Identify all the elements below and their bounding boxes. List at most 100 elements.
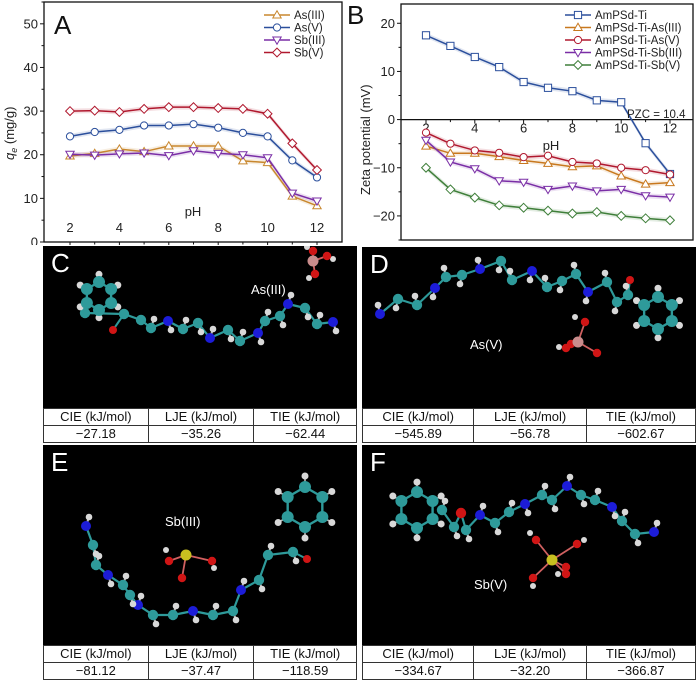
panel-letter-e: E bbox=[51, 447, 69, 477]
data-point bbox=[65, 132, 75, 141]
data-point bbox=[421, 128, 431, 137]
y-tick-label: 20 bbox=[24, 147, 38, 162]
hydrogen-atom bbox=[572, 314, 578, 320]
data-point bbox=[542, 185, 554, 195]
data-point bbox=[567, 208, 578, 219]
carbon-atom bbox=[411, 522, 423, 534]
hydrogen-atom bbox=[209, 325, 217, 333]
table-value-row: −27.18 −35.26 −62.44 bbox=[43, 425, 357, 443]
data-point bbox=[114, 150, 125, 160]
table-value-row: −81.12 −37.47 −118.59 bbox=[43, 662, 357, 680]
nitrogen-atom bbox=[236, 585, 246, 595]
hydrogen-atom bbox=[582, 297, 590, 305]
hydrogen-atom bbox=[530, 583, 536, 589]
legend-label: Sb(V) bbox=[294, 48, 324, 60]
data-point bbox=[420, 162, 432, 173]
carbon-atom bbox=[118, 308, 130, 320]
hydrogen-atom bbox=[129, 600, 137, 608]
data-point bbox=[287, 138, 298, 149]
carbon-atom bbox=[124, 589, 136, 601]
data-point bbox=[592, 159, 601, 168]
carbon-atom bbox=[622, 289, 634, 301]
nitrogen-atom bbox=[520, 499, 530, 509]
nitrogen-atom bbox=[188, 606, 198, 616]
hydrogen-atom bbox=[330, 256, 336, 262]
hydrogen-atom bbox=[556, 286, 564, 294]
hydrogen-atom bbox=[581, 537, 587, 543]
legend-label: AmPSd-Ti-Sb(V) bbox=[595, 60, 680, 72]
benzene-ring bbox=[274, 472, 336, 542]
value-tie: −602.67 bbox=[585, 425, 697, 443]
ion-label-sb3: Sb(III) bbox=[165, 514, 201, 529]
data-point bbox=[237, 155, 248, 165]
data-point bbox=[495, 148, 504, 157]
energy-table-e: CIE (kJ/mol) LJE (kJ/mol) TIE (kJ/mol) −… bbox=[43, 645, 357, 680]
data-point bbox=[64, 105, 76, 117]
hydrogen-atom bbox=[192, 616, 200, 624]
value-lje: −56.78 bbox=[473, 425, 587, 443]
data-point bbox=[591, 206, 602, 218]
oxygen-atom bbox=[164, 556, 174, 566]
molecule bbox=[436, 473, 661, 547]
hydrogen-atom bbox=[611, 512, 619, 520]
hydrogen-atom bbox=[527, 530, 533, 536]
hydrogen-atom bbox=[292, 557, 300, 565]
data-point bbox=[237, 151, 248, 160]
value-lje: −37.47 bbox=[147, 662, 255, 680]
nitrogen-atom bbox=[205, 333, 215, 343]
legend-item: As(III) bbox=[264, 9, 325, 22]
data-point bbox=[518, 202, 529, 213]
carbon-atom bbox=[503, 506, 515, 518]
oxyanion bbox=[304, 246, 336, 281]
panel-letter-a: A bbox=[54, 10, 72, 40]
data-point bbox=[543, 151, 553, 160]
data-point bbox=[469, 192, 480, 203]
hydrogen-atom bbox=[301, 472, 309, 480]
hydrogen-atom bbox=[306, 275, 312, 281]
energy-table-f: CIE (kJ/mol) LJE (kJ/mol) TIE (kJ/mol) −… bbox=[361, 645, 697, 680]
hydrogen-atom bbox=[163, 547, 169, 553]
antimony-atom bbox=[546, 554, 558, 566]
carbon-atom bbox=[395, 513, 408, 525]
hydrogen-atom bbox=[95, 314, 103, 322]
carbon-atom bbox=[460, 524, 472, 536]
data-point bbox=[469, 165, 480, 174]
header-tie: TIE (kJ/mol) bbox=[253, 408, 357, 426]
legend-item: As(V) bbox=[264, 23, 323, 35]
oxygen-atom bbox=[207, 556, 217, 566]
table-header-row: CIE (kJ/mol) LJE (kJ/mol) TIE (kJ/mol) bbox=[361, 408, 697, 426]
hydrogen-atom bbox=[437, 492, 445, 500]
molecule bbox=[79, 291, 340, 347]
hydrogen-atom bbox=[227, 335, 235, 343]
nitrogen-atom bbox=[375, 309, 385, 319]
y-tick-label: 10 bbox=[381, 64, 395, 79]
carbon-atom bbox=[556, 275, 568, 287]
series-sb-iii- bbox=[64, 147, 323, 207]
x-axis-title: pH bbox=[543, 138, 560, 153]
y-tick-label: 50 bbox=[24, 16, 38, 31]
legend-item: AmPSd-Ti-As(III) bbox=[565, 22, 682, 35]
carbon-atom bbox=[536, 489, 548, 501]
oxyanion bbox=[556, 314, 602, 358]
carbon-atom bbox=[177, 323, 189, 335]
x-tick-label: 12 bbox=[663, 121, 677, 136]
carbon-atom bbox=[616, 515, 628, 527]
hydrogen-atom bbox=[328, 519, 336, 526]
hydrogen-atom bbox=[508, 499, 516, 507]
legend-marker bbox=[271, 36, 283, 46]
legend-marker bbox=[573, 10, 583, 20]
data-point bbox=[664, 193, 676, 203]
series-sb-v- bbox=[64, 102, 323, 176]
hydrogen-atom bbox=[456, 280, 464, 288]
data-point bbox=[214, 123, 223, 132]
header-cie: CIE (kJ/mol) bbox=[361, 408, 475, 426]
legend-item: Sb(III) bbox=[264, 35, 325, 47]
nitrogen-atom bbox=[607, 502, 617, 512]
data-point bbox=[213, 102, 224, 114]
data-point bbox=[163, 140, 174, 150]
hydrogen-atom bbox=[122, 572, 130, 580]
data-point bbox=[238, 128, 247, 138]
nitrogen-atom bbox=[81, 521, 91, 531]
hydrogen-atom bbox=[474, 256, 482, 264]
panel-e-sb3-binding: E Sb(III) bbox=[43, 445, 357, 645]
